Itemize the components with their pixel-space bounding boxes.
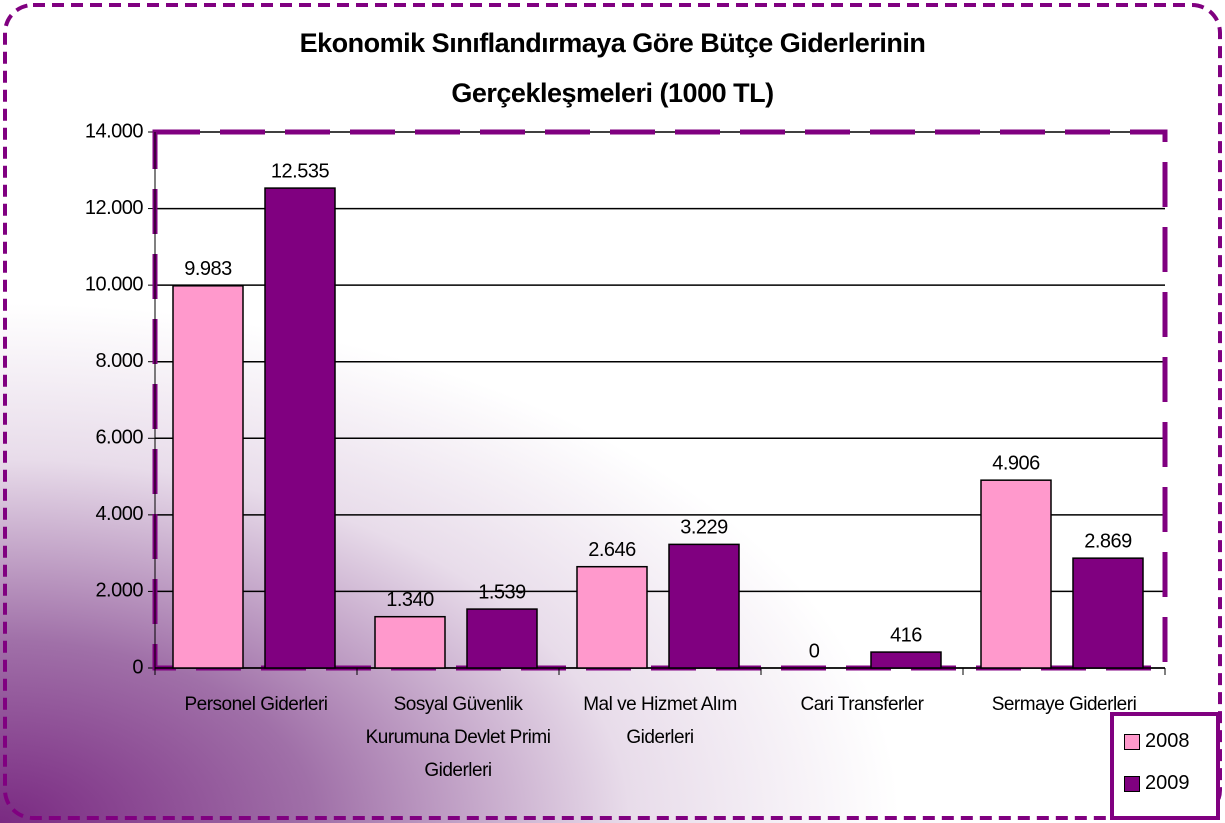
bar [870,651,942,669]
bar [1072,557,1144,669]
legend: 2008 2009 [1110,712,1220,820]
legend-entry: 2008 [1124,730,1190,753]
x-tick-label: Sosyal Güvenlik Kurumuna Devlet Primi Gi… [365,694,551,781]
value-label: 2.646 [588,539,636,561]
bar [668,543,740,669]
chart-title: Gerçekleşmeleri (1000 TL) [451,78,774,108]
y-tick-label: 2.000 [95,580,143,602]
legend-swatch [1124,775,1140,792]
y-tick-label: 6.000 [95,427,143,449]
outer-border [3,3,1222,820]
x-tick-label: Cari Transferler [800,694,924,715]
bar [466,608,538,669]
y-tick-label: 12.000 [85,197,144,219]
x-tick-label: Mal ve Hizmet Alım Giderleri [583,694,737,748]
x-tick-label: Sermaye Giderleri [991,694,1137,715]
y-tick-label: 0 [132,656,143,678]
value-label: 1.539 [478,581,526,603]
bar [576,565,648,669]
value-label: 9.983 [184,258,232,280]
y-tick-label: 8.000 [95,350,143,372]
chart-title: Ekonomik Sınıflandırmaya Göre Bütçe Gide… [299,28,926,58]
value-label: 1.340 [386,589,434,611]
value-label: 0 [809,640,820,662]
y-tick-label: 14.000 [85,120,144,142]
value-label: 2.869 [1084,530,1132,552]
legend-swatch [1124,733,1140,750]
bar [172,285,244,669]
value-label: 3.229 [680,517,728,539]
bar [980,479,1052,669]
bar [374,615,446,669]
y-tick-label: 10.000 [85,273,144,295]
value-label: 4.906 [992,452,1040,474]
value-label: 12.535 [271,160,330,182]
x-tick-label: Personel Giderleri [184,694,328,715]
y-tick-label: 4.000 [95,503,143,525]
legend-entry: 2009 [1124,772,1190,795]
value-label: 416 [890,624,922,646]
legend-label: 2009 [1145,772,1190,794]
legend-label: 2008 [1145,730,1190,752]
bar [264,187,336,669]
